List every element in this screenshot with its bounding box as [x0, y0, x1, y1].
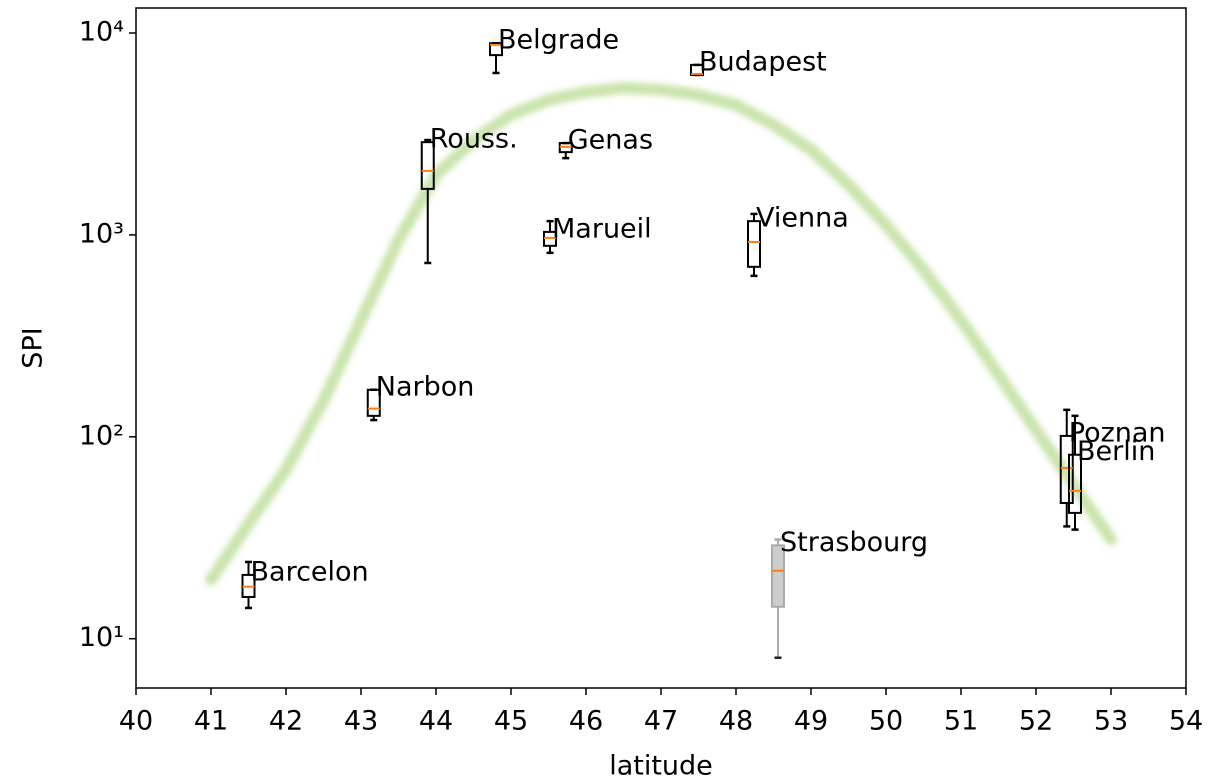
box-label: Barcelon — [251, 556, 369, 587]
x-tick-label: 54 — [1169, 706, 1203, 737]
box-plot — [1059, 408, 1074, 528]
y-tick-label: 10⁴ — [79, 17, 124, 48]
x-tick-label: 50 — [869, 706, 903, 737]
x-tick-label: 52 — [1019, 706, 1053, 737]
y-tick-label: 10³ — [79, 218, 124, 249]
box-plot — [558, 141, 573, 160]
box — [489, 42, 503, 57]
box-plot — [420, 138, 435, 265]
y-tick-label: 10² — [79, 420, 124, 451]
x-axis-label: latitude — [609, 751, 713, 781]
box-label: Belgrade — [498, 25, 619, 56]
x-tick-label: 51 — [944, 706, 978, 737]
box-plot — [241, 560, 256, 610]
box-label: Rouss. — [430, 124, 518, 155]
box-plot — [543, 219, 557, 255]
y-axis-label: SPI — [18, 327, 49, 368]
x-tick-label: 41 — [194, 706, 228, 737]
box — [1059, 434, 1074, 505]
x-tick-label: 40 — [119, 706, 153, 737]
x-tick-label: 47 — [644, 706, 678, 737]
box-label: Budapest — [699, 46, 827, 77]
x-tick-label: 49 — [794, 706, 828, 737]
box-plot — [366, 388, 381, 422]
box-plot — [747, 212, 761, 278]
x-tick-label: 53 — [1094, 706, 1128, 737]
x-tick-label: 44 — [419, 706, 453, 737]
box-label: Strasbourg — [780, 527, 928, 558]
trend-layer — [205, 81, 1117, 586]
box — [1068, 453, 1082, 514]
x-tick-label: 45 — [494, 706, 528, 737]
y-tick-label: 10¹ — [79, 622, 124, 653]
box-label: Marueil — [552, 213, 652, 244]
box — [366, 388, 381, 417]
box-label: Narbon — [376, 371, 475, 402]
box-plot — [690, 63, 704, 77]
x-tick-label: 46 — [569, 706, 603, 737]
box-plot — [1068, 414, 1082, 531]
box-plot — [489, 41, 503, 75]
box — [771, 544, 785, 608]
x-tick-label: 43 — [344, 706, 378, 737]
box-label: Poznan — [1069, 417, 1166, 448]
box — [747, 220, 761, 268]
box-label: Vienna — [756, 203, 849, 234]
box-label: Genas — [568, 125, 653, 156]
box — [420, 141, 435, 190]
box-label: Berlin — [1077, 436, 1155, 467]
trend-curve — [205, 81, 1117, 586]
box-plot — [771, 538, 785, 659]
x-tick-label: 48 — [719, 706, 753, 737]
x-tick-label: 42 — [269, 706, 303, 737]
